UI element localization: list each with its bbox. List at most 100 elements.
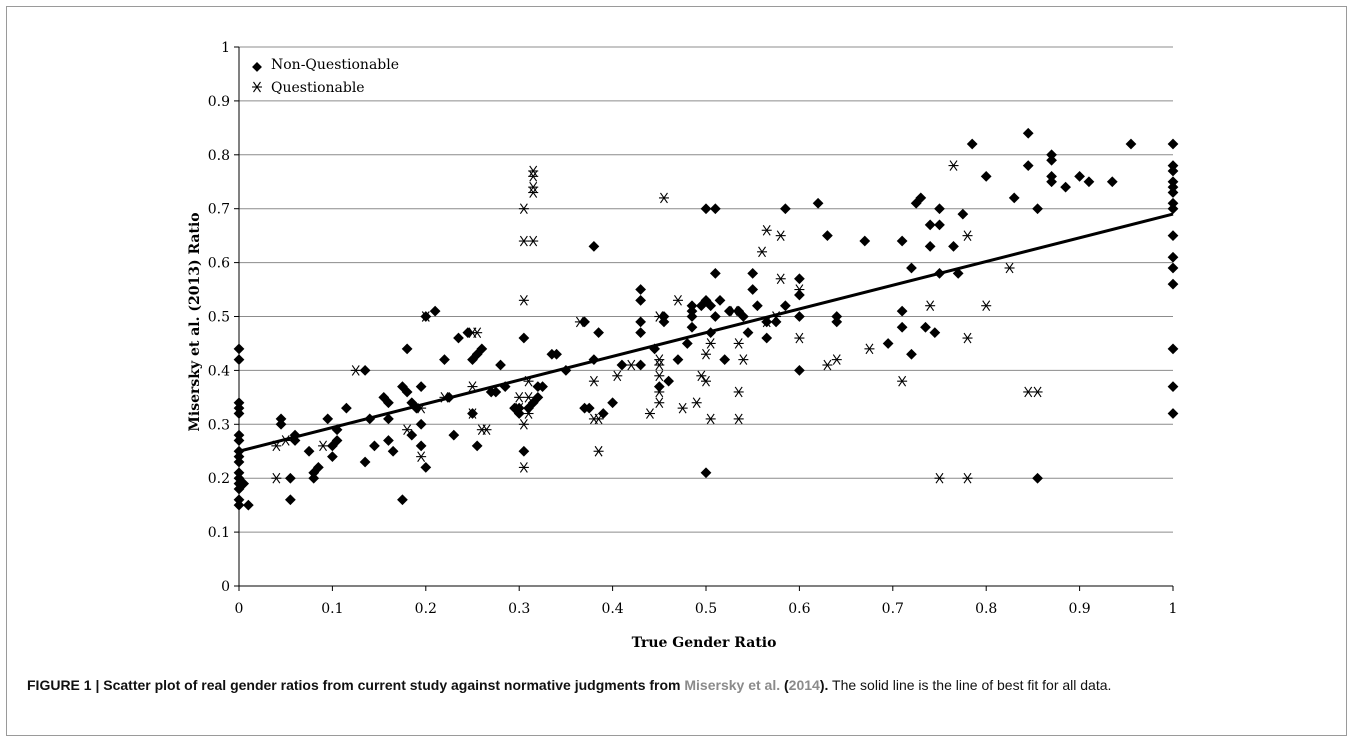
data-point-diamond [369,440,380,452]
data-point-diamond [303,445,315,457]
data-point-diamond [607,397,618,409]
data-point-diamond [742,327,754,339]
data-point-asterisk [705,338,716,349]
data-points [233,127,1179,511]
data-point-diamond [747,268,759,279]
data-point-asterisk [822,359,833,371]
data-point-diamond [1167,187,1179,198]
data-point-diamond [518,332,530,344]
data-point-diamond [896,235,908,247]
data-point-diamond [415,440,427,452]
data-point-diamond [635,327,646,339]
data-point-diamond [906,262,917,274]
data-point-diamond [1167,381,1179,392]
data-point-diamond [1167,138,1179,150]
data-point-asterisk [962,332,973,344]
data-point-diamond [1032,472,1043,484]
data-point-asterisk [518,418,529,430]
data-point-asterisk [934,472,945,484]
data-point-diamond [714,294,726,306]
caption-ref-authors[interactable]: Misersky et al. [684,677,781,693]
data-point-asterisk [691,397,702,409]
data-point-diamond [1022,160,1034,171]
data-point-diamond [1167,230,1179,242]
data-point-diamond [709,268,721,279]
data-point-diamond [233,408,245,419]
data-point-asterisk [654,311,665,322]
data-point-asterisk [729,305,740,317]
data-point-diamond [831,311,843,322]
best-fit-line-segment [238,212,1174,453]
data-point-diamond [1167,165,1179,177]
data-point-asterisk [696,370,707,382]
data-point-diamond [709,203,721,215]
data-point-diamond [415,418,427,430]
data-point-diamond [896,321,908,333]
data-point-diamond [719,354,731,365]
data-point-diamond [284,472,296,484]
data-point-asterisk [654,359,665,371]
data-point-diamond [415,381,427,392]
data-point-diamond [812,197,824,209]
data-point-diamond [387,445,399,457]
data-point-asterisk [794,284,805,295]
data-point-diamond [934,219,945,231]
axes [234,46,1174,591]
data-point-asterisk [528,187,539,198]
y-tick-label: 0.9 [208,94,230,110]
data-point-diamond [616,359,628,371]
y-tick-label: 1 [221,40,230,56]
data-point-diamond [284,494,296,506]
data-point-diamond [233,499,245,511]
data-point-asterisk [654,397,665,409]
data-point-diamond [471,440,483,452]
data-point-diamond [882,338,894,349]
data-point-diamond [635,359,646,371]
data-point-asterisk [701,375,711,387]
best-fit-line [238,212,1174,453]
data-point-asterisk [672,295,683,306]
data-point-diamond [924,219,936,231]
data-point-diamond [1022,127,1034,139]
y-tick-label: 0.8 [208,148,230,164]
data-point-asterisk [981,300,992,312]
data-point-diamond [1167,262,1179,274]
legend-label-non-questionable: Non-Questionable [271,57,399,73]
data-point-diamond [1060,181,1071,193]
data-point-diamond [635,316,646,328]
data-point-diamond [920,321,931,333]
data-point-diamond [495,359,506,371]
x-tick-label: 0.1 [321,601,343,617]
y-tick-label: 0.5 [208,310,230,326]
data-point-diamond [233,343,245,355]
legend-label-questionable: Questionable [271,80,365,96]
x-axis-title: True Gender Ratio [632,635,777,651]
data-point-diamond [751,300,763,312]
caption-ref-year[interactable]: 2014 [788,677,820,693]
data-point-asterisk [518,462,529,473]
data-point-asterisk [701,348,711,360]
data-point-asterisk [518,235,529,247]
data-point-asterisk [775,230,786,241]
scatter-chart: 0 0.1 0.2 0.3 0.4 0.5 0.6 0.7 0.8 0.9 1 0 0.1 0.2 0.3 0… [187,40,1179,651]
data-point-diamond [700,467,712,479]
data-point-asterisk [962,230,973,241]
x-tick-label: 0.5 [695,601,717,617]
data-point-asterisk [654,386,665,398]
data-point-diamond [233,354,245,365]
data-point-asterisk [831,354,842,365]
data-point-diamond [1106,176,1118,188]
data-point-diamond [770,316,782,328]
data-point-asterisk [514,392,525,403]
x-tick-label: 0.4 [601,601,623,617]
data-point-diamond [233,456,245,468]
data-point-diamond [780,300,791,312]
data-point-asterisk [350,365,361,376]
caption-paren-open: ( [780,677,789,693]
data-point-diamond [924,241,936,252]
data-point-diamond [1125,138,1137,150]
y-tick-label: 0.6 [208,256,230,272]
data-point-diamond [929,327,941,339]
data-point-diamond [794,365,805,376]
data-point-diamond [686,321,698,333]
